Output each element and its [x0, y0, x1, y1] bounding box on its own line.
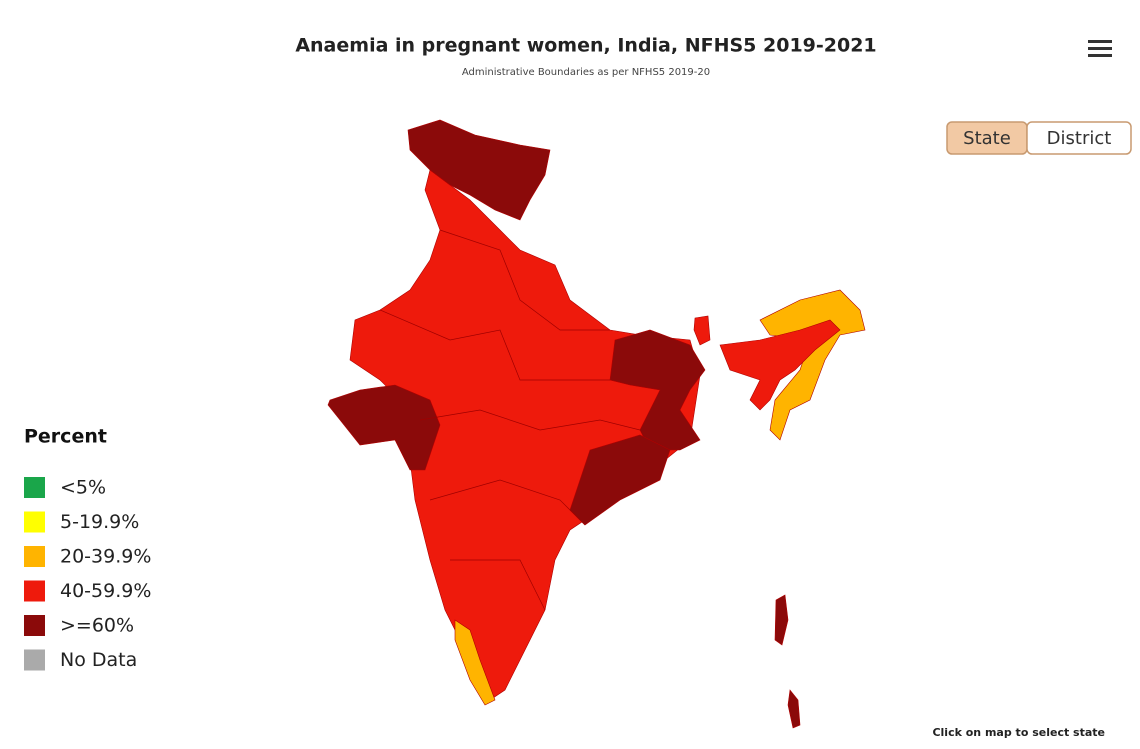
boundary: [439, 229, 610, 331]
menu-button[interactable]: [1088, 40, 1112, 57]
footer-note: Click on map to select state: [932, 726, 1105, 739]
legend-label: <5%: [60, 477, 106, 499]
region[interactable]: [407, 119, 551, 221]
legend-label: 40-59.9%: [60, 580, 151, 602]
region[interactable]: [774, 594, 789, 646]
region[interactable]: [609, 329, 706, 451]
legend-swatch: [24, 546, 45, 567]
boundary: [419, 409, 641, 431]
toggle-label[interactable]: District: [1047, 128, 1112, 149]
region[interactable]: [569, 434, 671, 526]
region[interactable]: [327, 384, 441, 471]
legend-swatch: [24, 477, 45, 498]
menu-bar: [1088, 47, 1112, 50]
legend-swatch: [24, 649, 45, 671]
legend-label: 20-39.9%: [60, 546, 151, 568]
region[interactable]: [693, 315, 711, 346]
menu-bar: [1088, 54, 1112, 57]
legend-swatch: [24, 580, 45, 602]
toggle-button[interactable]: [1026, 121, 1132, 155]
boundary: [379, 309, 610, 381]
subtitle: Administrative Boundaries as per NFHS5 2…: [462, 67, 710, 78]
region[interactable]: [454, 619, 496, 706]
region[interactable]: [787, 689, 801, 729]
region[interactable]: [349, 169, 701, 701]
legend-label: >=60%: [60, 615, 134, 637]
region[interactable]: [719, 319, 841, 411]
legend-swatch: [24, 615, 45, 636]
legend-label: 5-19.9%: [60, 511, 139, 533]
toggle-label[interactable]: State: [963, 128, 1011, 149]
legend-title: Percent: [24, 426, 107, 448]
boundary: [450, 559, 546, 611]
legend-label: No Data: [60, 649, 137, 671]
menu-bar: [1088, 40, 1112, 43]
title: Anaemia in pregnant women, India, NFHS5 …: [295, 35, 876, 57]
map[interactable]: [327, 119, 866, 729]
boundary: [429, 479, 586, 526]
legend-swatch: [24, 511, 45, 533]
